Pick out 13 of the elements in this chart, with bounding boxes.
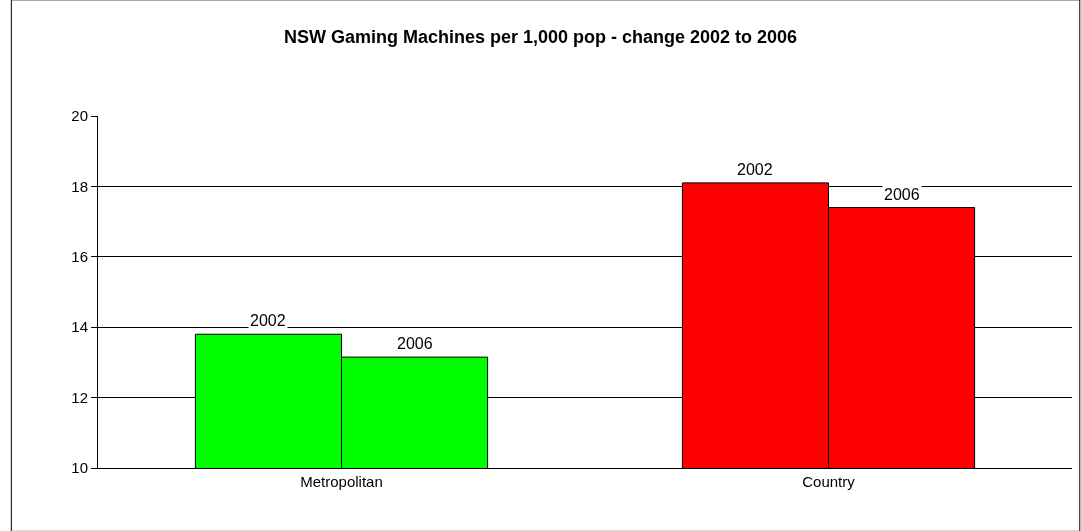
- y-tick-label: 20: [71, 107, 88, 125]
- text: 2002: [250, 312, 286, 329]
- x-tick-label: Country: [802, 473, 856, 490]
- y-tick-label: 18: [71, 177, 88, 195]
- y-tick-label: 14: [71, 318, 88, 336]
- y-tick-label: 10: [71, 459, 88, 477]
- series-label: 2002: [737, 161, 773, 178]
- y-tick-label: 16: [71, 248, 88, 266]
- text: 2006: [397, 335, 433, 352]
- series-label: 2006: [884, 186, 920, 203]
- chart-title: NSW Gaming Machines per 1,000 pop - change 2002 to 2006: [283, 27, 798, 48]
- x-tick-label: Metropolitan: [300, 473, 383, 490]
- y-tick-label: 12: [71, 388, 88, 406]
